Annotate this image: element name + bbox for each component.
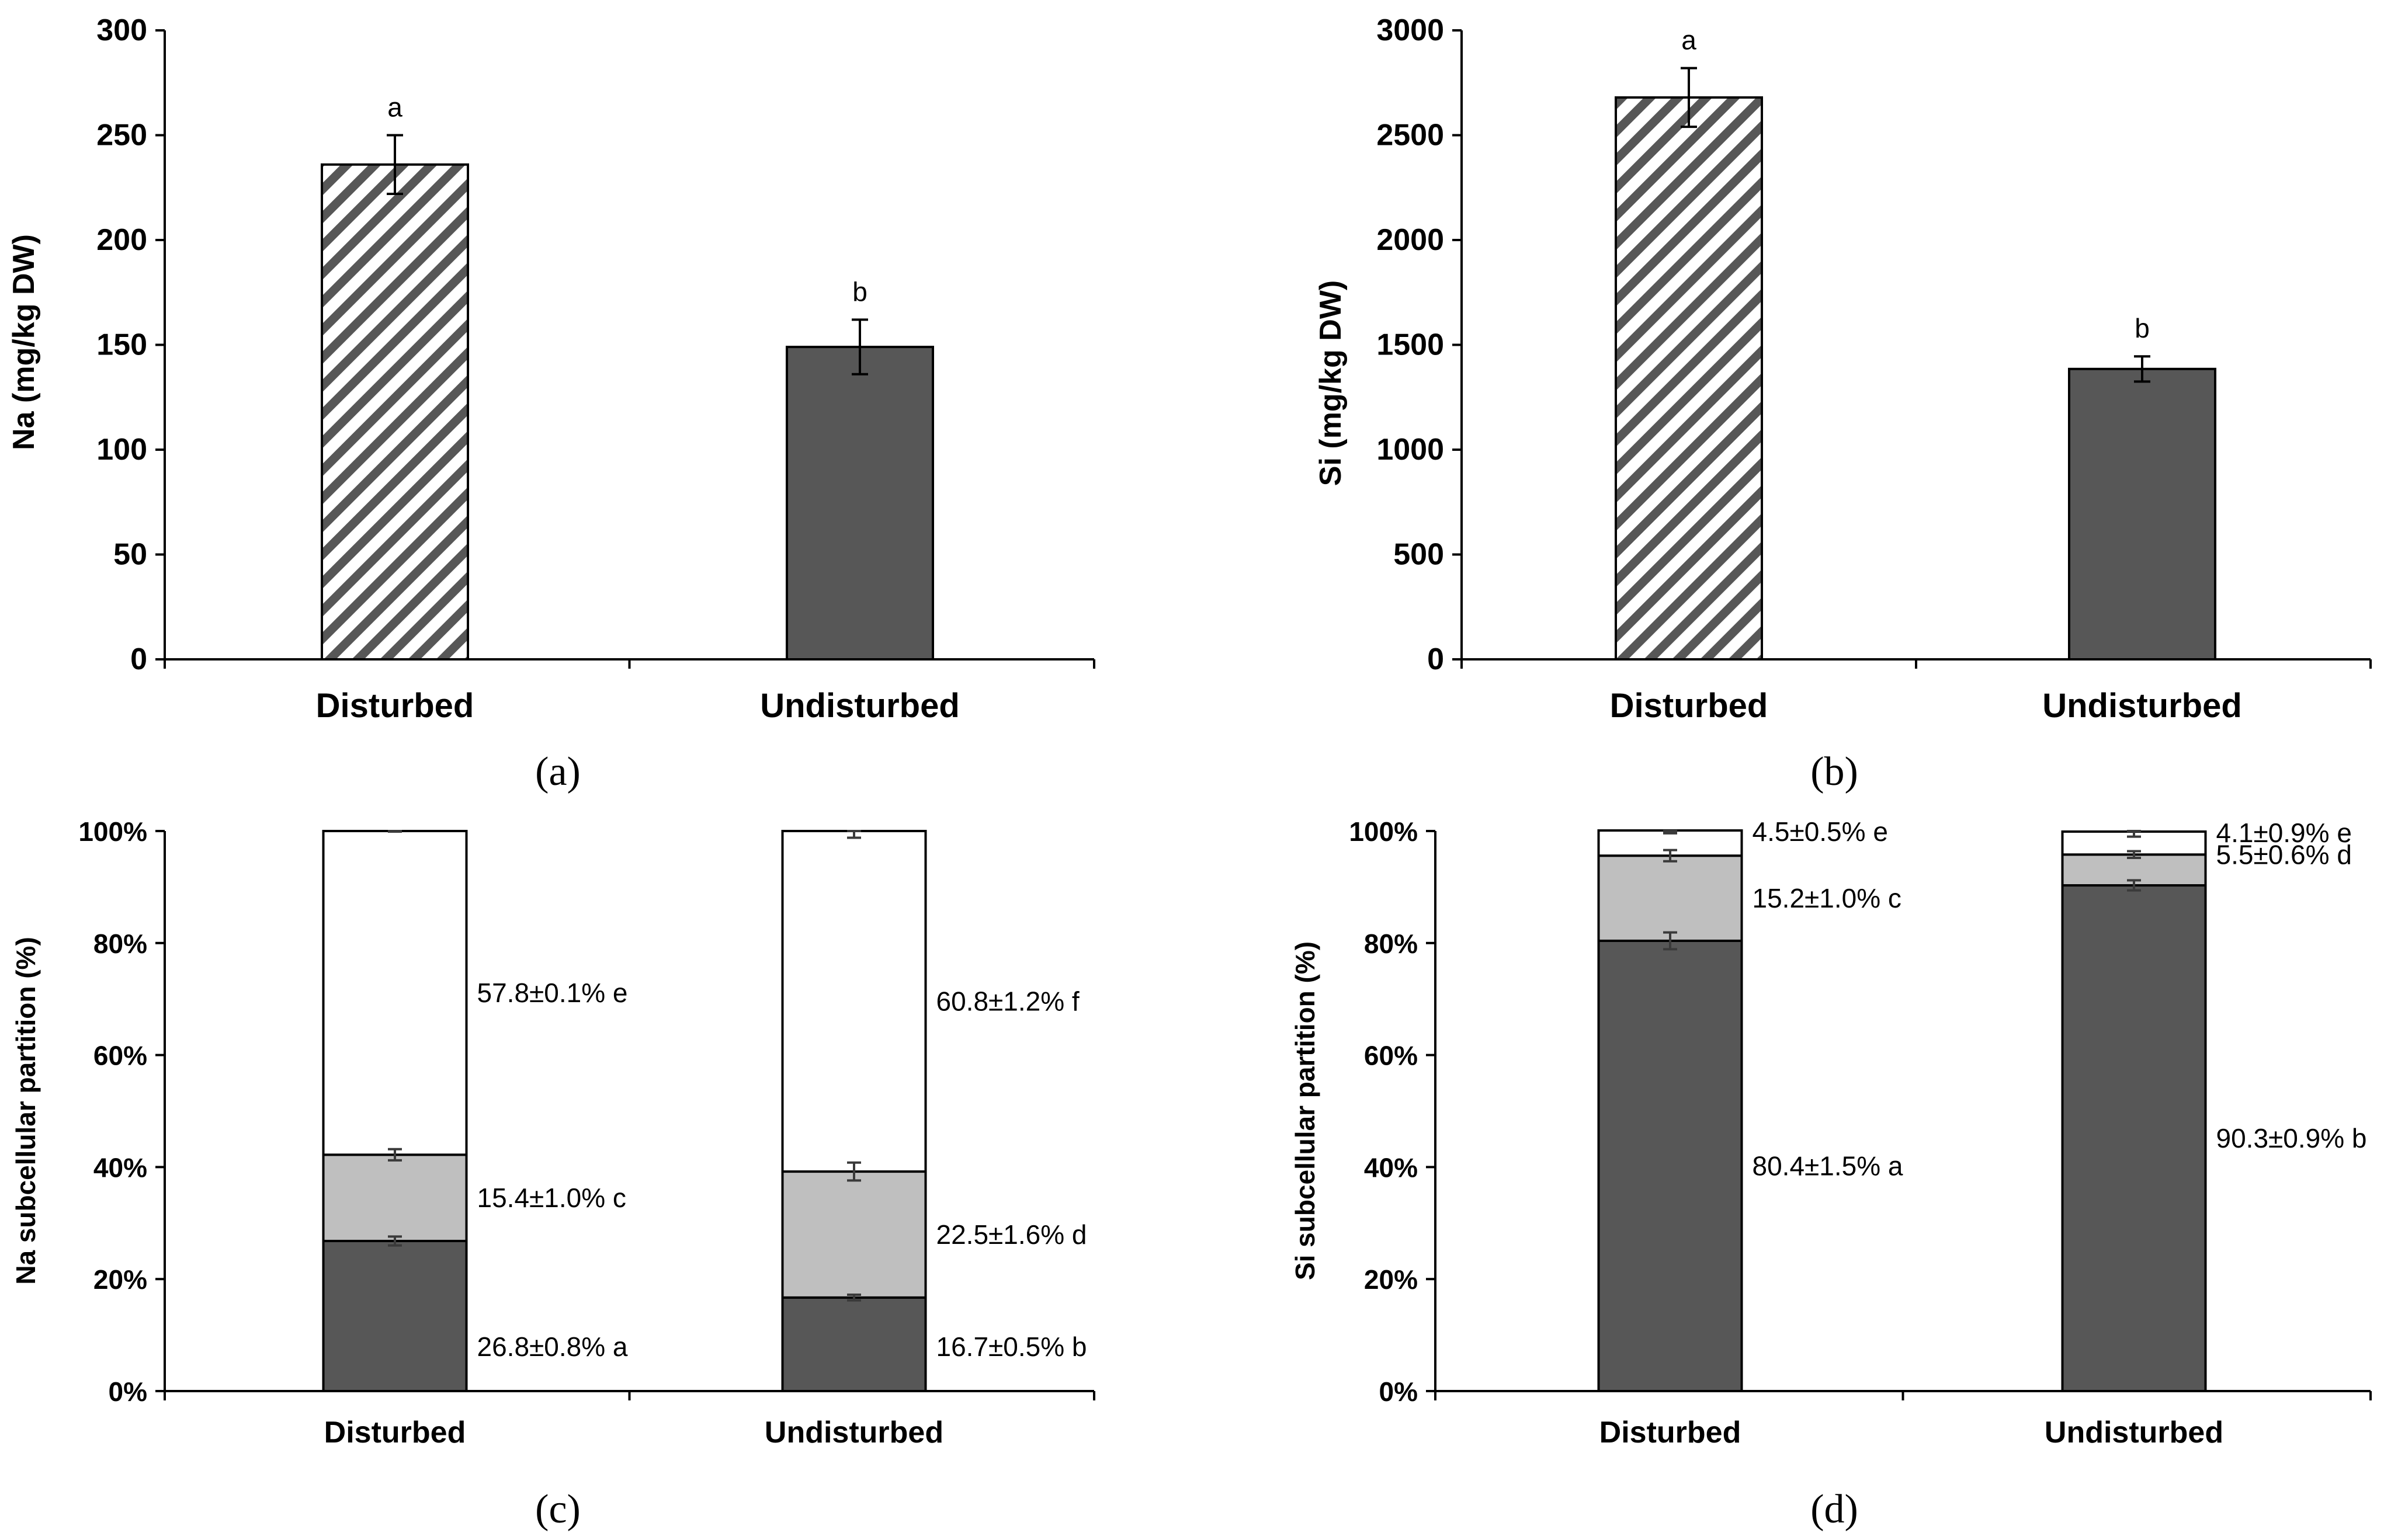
stacked-segment-dark <box>322 1239 468 1393</box>
y-tick-label: 100% <box>1349 816 1418 847</box>
y-tick-label: 20% <box>1364 1264 1418 1295</box>
bar-undisturbed <box>786 346 934 661</box>
panel-b-caption: (b) <box>1810 749 1858 794</box>
y-tick-label: 2000 <box>1376 223 1444 257</box>
panel-b-y-axis-label: Si (mg/kg DW) <box>1314 280 1348 486</box>
segment-data-label: 15.2±1.0% c <box>1753 883 1901 913</box>
y-tick-label: 50 <box>113 538 147 572</box>
y-tick-label: 500 <box>1393 538 1444 572</box>
y-tick-label: 300 <box>96 13 147 47</box>
stacked-segment-light <box>1597 854 1743 942</box>
x-category-label: Disturbed <box>316 687 474 725</box>
panel-a-caption: (a) <box>535 749 581 794</box>
x-category-label: Undisturbed <box>2042 687 2242 725</box>
stacked-segment-white <box>322 830 468 1156</box>
segment-data-label: 22.5±1.6% d <box>936 1219 1087 1250</box>
y-tick-label: 20% <box>93 1264 147 1295</box>
y-tick-label: 150 <box>96 328 147 362</box>
segment-data-label: 4.1±0.9% e <box>2216 818 2352 848</box>
y-tick-label: 80% <box>1364 929 1418 959</box>
panel-a-y-axis-label: Na (mg/kg DW) <box>7 234 41 450</box>
y-tick-label: 60% <box>93 1041 147 1071</box>
x-category-label: Undisturbed <box>2045 1416 2223 1449</box>
stacked-segment-dark <box>1597 939 1743 1392</box>
x-category-label: Disturbed <box>1599 1416 1741 1449</box>
y-tick-label: 200 <box>96 223 147 257</box>
y-tick-label: 100 <box>96 433 147 467</box>
x-category-label: Disturbed <box>324 1416 466 1449</box>
significance-letter: a <box>387 92 402 123</box>
segment-data-label: 90.3±0.9% b <box>2216 1123 2367 1153</box>
panel-d-axes: 0% 20% 40% 60% 80% 100% Disturbed Undisturbed <box>1349 816 2372 1449</box>
significance-letter: a <box>1681 25 1696 55</box>
y-tick-label: 250 <box>96 119 147 152</box>
panel-d-bars: 80.4±1.5% a 15.2±1.0% c 4.5±0.5% e 90.3±0.9… <box>1597 816 2367 1392</box>
bar-disturbed <box>321 163 469 661</box>
significance-letter: b <box>852 276 867 307</box>
y-tick-label: 0 <box>130 642 147 676</box>
panel-d-y-axis-label: Si subcellular partition (%) <box>1290 941 1320 1280</box>
segment-data-label: 5.5±0.6% d <box>2216 839 2352 870</box>
segment-data-label: 60.8±1.2% f <box>936 986 1080 1017</box>
significance-letter: b <box>2135 313 2150 343</box>
x-category-label: Undisturbed <box>765 1416 943 1449</box>
segment-data-label: 26.8±0.8% a <box>477 1332 628 1362</box>
stacked-segment-dark <box>2061 884 2207 1392</box>
stacked-segment-light <box>781 1170 927 1299</box>
x-category-label: Disturbed <box>1610 687 1768 725</box>
panel-d-si-subcellular-partition: 80.4±1.5% a 15.2±1.0% c 4.5±0.5% e 90.3±0.9… <box>1290 816 2372 1532</box>
y-tick-label: 3000 <box>1376 13 1444 47</box>
panel-a-axes: 0 50 100 150 200 250 300 Disturbed Undisturbed <box>96 13 1095 725</box>
bar-disturbed <box>1615 96 1763 661</box>
panel-c-y-axis-label: Na subcellular partition (%) <box>11 937 41 1285</box>
bar-undisturbed <box>2068 367 2216 661</box>
y-tick-label: 0% <box>1379 1376 1418 1407</box>
y-tick-label: 1500 <box>1376 328 1444 362</box>
stacked-segment-dark <box>781 1296 927 1392</box>
segment-data-label: 15.4±1.0% c <box>477 1183 626 1213</box>
panel-c-na-subcellular-partition: 26.8±0.8% a 15.4±1.0% c 57.8±0.1% e 16.7±0.… <box>11 816 1095 1532</box>
panel-c-axes: 0% 20% 40% 60% 80% 100% Disturbed Undisturbed <box>78 816 1095 1449</box>
panel-c-caption: (c) <box>535 1487 581 1532</box>
y-tick-label: 40% <box>93 1152 147 1183</box>
y-tick-label: 60% <box>1364 1041 1418 1071</box>
y-tick-label: 2500 <box>1376 119 1444 152</box>
y-tick-label: 0 <box>1427 642 1444 676</box>
y-tick-label: 40% <box>1364 1152 1418 1183</box>
y-tick-label: 0% <box>109 1376 147 1407</box>
panel-b-axes: 0 500 1000 1500 2000 2500 3000 Disturbed Undistu… <box>1376 13 2372 725</box>
stacked-segment-white <box>781 830 927 1173</box>
x-category-label: Undisturbed <box>760 687 960 725</box>
panel-a-bars: ab <box>321 92 934 661</box>
stacked-segment-light <box>322 1153 468 1242</box>
panel-b-bars: ab <box>1615 25 2216 661</box>
panel-c-bars: 26.8±0.8% a 15.4±1.0% c 57.8±0.1% e 16.7±0.… <box>322 830 1087 1393</box>
y-tick-label: 1000 <box>1376 433 1444 467</box>
panel-d-caption: (d) <box>1810 1487 1858 1532</box>
segment-data-label: 4.5±0.5% e <box>1753 816 1888 847</box>
segment-data-label: 16.7±0.5% b <box>936 1332 1087 1362</box>
y-tick-label: 80% <box>93 929 147 959</box>
y-tick-label: 100% <box>78 816 147 847</box>
segment-data-label: 57.8±0.1% e <box>477 978 628 1008</box>
segment-data-label: 80.4±1.5% a <box>1753 1150 1903 1181</box>
